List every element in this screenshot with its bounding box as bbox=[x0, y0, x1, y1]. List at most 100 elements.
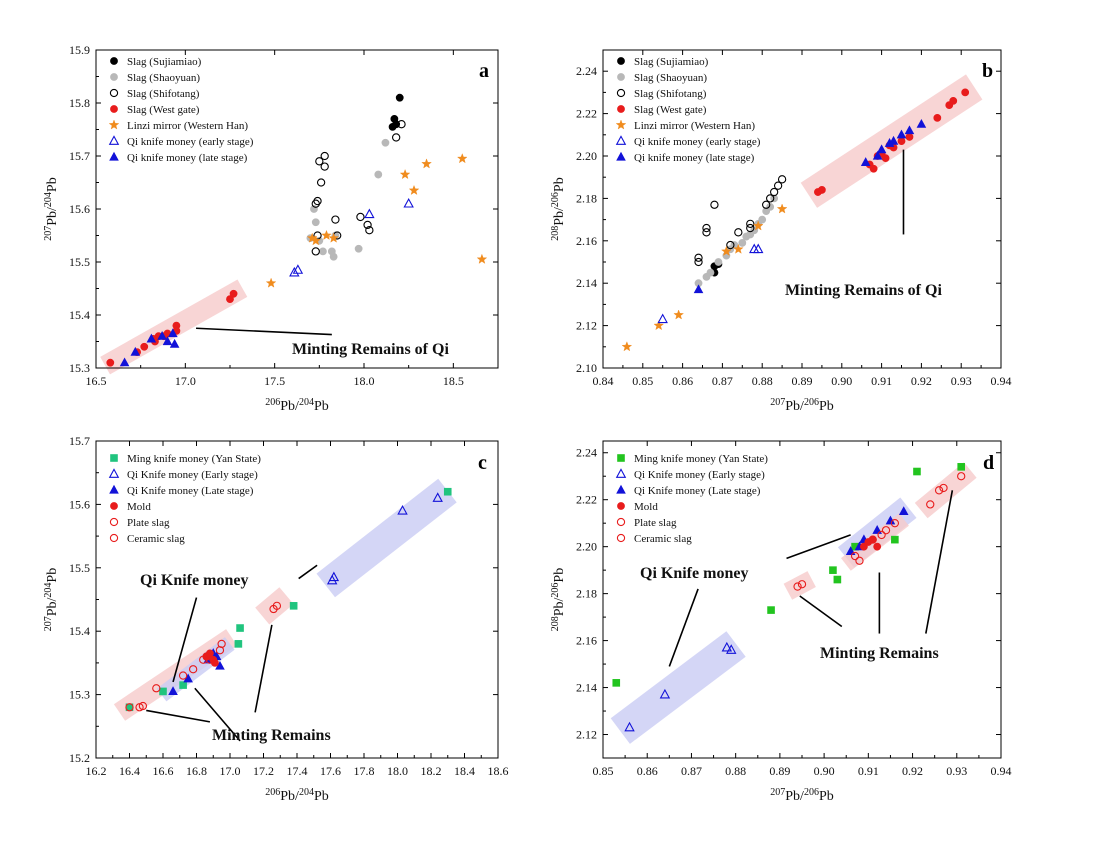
legend-label: Qi knife money (early stage) bbox=[127, 136, 254, 148]
legend-marker bbox=[616, 533, 626, 543]
data-point bbox=[860, 157, 871, 166]
data-point bbox=[657, 313, 668, 324]
legend-marker bbox=[616, 88, 626, 98]
annotation-leader-line bbox=[254, 624, 273, 713]
data-point bbox=[746, 219, 755, 228]
x-tick-label: 16.6 bbox=[153, 764, 174, 778]
data-point bbox=[694, 253, 703, 262]
series-qi-knife-money-early-stage- bbox=[657, 243, 764, 324]
legend-marker bbox=[109, 533, 119, 543]
data-point bbox=[734, 228, 743, 237]
data-point bbox=[140, 342, 149, 351]
x-tick-label: 0.89 bbox=[769, 764, 790, 778]
y-tick-label: 2.16 bbox=[576, 634, 597, 648]
legend-label: Qi Knife money (Early stage) bbox=[634, 469, 765, 481]
data-point bbox=[773, 181, 783, 190]
data-point bbox=[777, 175, 787, 184]
annotation-leader-line bbox=[172, 597, 198, 683]
annotation-leader-line bbox=[786, 534, 851, 560]
data-point bbox=[926, 500, 935, 509]
legend-marker bbox=[617, 454, 625, 462]
data-point bbox=[205, 655, 215, 664]
x-tick-label: 16.8 bbox=[186, 764, 207, 778]
data-point bbox=[329, 252, 338, 261]
data-point bbox=[890, 519, 900, 528]
data-point bbox=[392, 133, 401, 142]
series-qi-knife-money-early-stage- bbox=[624, 641, 737, 732]
y-tick-label: 15.5 bbox=[69, 561, 90, 575]
legend-label: Linzi mirror (Western Han) bbox=[634, 120, 755, 132]
annotation-leader-line bbox=[146, 709, 211, 723]
data-point bbox=[157, 330, 167, 340]
y-tick-label: 2.12 bbox=[576, 728, 597, 742]
data-point bbox=[766, 194, 775, 203]
data-point bbox=[939, 483, 948, 493]
x-axis-label: 207Pb/206Pb bbox=[770, 787, 833, 805]
y-tick-label: 15.3 bbox=[69, 361, 90, 375]
data-point bbox=[399, 169, 411, 180]
x-tick-label: 0.87 bbox=[712, 374, 733, 388]
data-point bbox=[397, 120, 406, 129]
legend-label: Slag (Shifotang) bbox=[127, 88, 200, 100]
legend-label: Slag (Shaoyuan) bbox=[127, 72, 200, 84]
annotation-label: Minting Remains bbox=[820, 645, 939, 662]
series-slag-shifotang- bbox=[694, 175, 787, 267]
legend-label: Slag (Sujiamiao) bbox=[634, 56, 709, 68]
data-point bbox=[746, 223, 755, 233]
data-point bbox=[721, 641, 733, 652]
data-point bbox=[321, 229, 332, 240]
data-point bbox=[217, 639, 226, 649]
legend-label: Mold bbox=[127, 501, 151, 513]
annotation-leader-line bbox=[298, 564, 318, 580]
x-tick-label: 16.4 bbox=[119, 764, 140, 778]
data-point bbox=[714, 258, 723, 266]
data-point bbox=[659, 688, 671, 699]
data-point bbox=[881, 526, 891, 535]
x-tick-label: 0.86 bbox=[672, 374, 693, 388]
highlight-band bbox=[610, 631, 746, 744]
data-point bbox=[769, 187, 779, 197]
data-point bbox=[374, 170, 383, 179]
legend-label: Plate slag bbox=[634, 517, 677, 529]
y-tick-label: 15.6 bbox=[69, 202, 90, 216]
data-point bbox=[364, 208, 375, 219]
data-point bbox=[949, 96, 958, 105]
annotation-label: Minting Remains bbox=[212, 727, 331, 744]
data-point bbox=[702, 223, 711, 233]
x-tick-label: 0.92 bbox=[902, 764, 923, 778]
data-point bbox=[310, 235, 322, 246]
y-axis-label: 208Pb/206Pb bbox=[550, 177, 568, 240]
data-point bbox=[776, 203, 788, 214]
y-tick-label: 2.24 bbox=[576, 446, 597, 460]
legend-marker bbox=[110, 105, 118, 113]
data-point bbox=[311, 218, 320, 227]
y-tick-label: 2.20 bbox=[576, 149, 597, 163]
y-tick-label: 15.7 bbox=[69, 149, 90, 163]
x-tick-label: 0.90 bbox=[831, 374, 852, 388]
data-point bbox=[726, 644, 737, 654]
data-point bbox=[897, 137, 906, 146]
y-tick-label: 2.14 bbox=[576, 276, 597, 290]
data-point bbox=[328, 571, 340, 582]
x-tick-label: 18.6 bbox=[488, 764, 509, 778]
series-linzi-mirror-western-han- bbox=[621, 203, 788, 352]
data-point bbox=[168, 686, 178, 696]
y-tick-label: 2.20 bbox=[576, 540, 597, 554]
legend-marker bbox=[108, 135, 120, 145]
data-point bbox=[621, 341, 633, 352]
annotation-label: Qi Knife money bbox=[140, 572, 248, 589]
data-point bbox=[272, 601, 282, 610]
y-tick-label: 2.18 bbox=[576, 191, 597, 205]
legend-label: Qi Knife money (Early stage) bbox=[127, 469, 258, 481]
data-point bbox=[706, 268, 715, 277]
legend-marker bbox=[110, 454, 118, 462]
data-point bbox=[957, 463, 966, 471]
data-point bbox=[178, 671, 188, 680]
highlight-band bbox=[783, 571, 816, 600]
data-point bbox=[818, 186, 826, 194]
data-point bbox=[152, 684, 161, 693]
x-tick-label: 0.94 bbox=[991, 764, 1012, 778]
legend-marker bbox=[109, 151, 119, 161]
data-point bbox=[888, 135, 899, 145]
y-tick-label: 15.4 bbox=[69, 624, 90, 638]
